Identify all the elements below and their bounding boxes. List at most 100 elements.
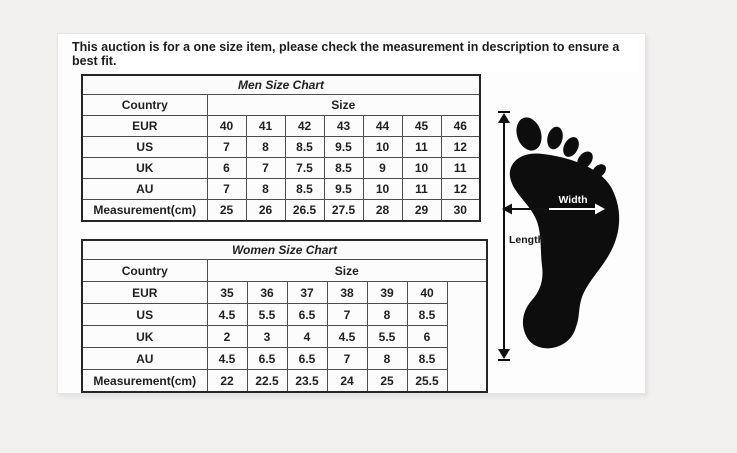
table-row: UK 2 3 4 4.5 5.5 6 (81, 325, 487, 348)
size-cell: 12 (440, 178, 481, 200)
row-label-uk: UK (81, 157, 208, 179)
empty-cell (446, 281, 488, 393)
row-label-au: AU (81, 178, 208, 200)
size-cell: 4 (286, 325, 328, 348)
table-row: Women Size Chart (81, 239, 488, 260)
size-cell: 7 (245, 157, 286, 179)
size-cell: 7 (206, 136, 247, 158)
row-label-eur: EUR (81, 281, 208, 304)
size-cell: 42 (284, 115, 325, 137)
size-cell: 11 (440, 157, 481, 179)
size-cell: 38 (326, 281, 368, 304)
size-cell: 25 (366, 369, 408, 393)
row-label-us: US (81, 136, 208, 158)
size-cell: 11 (401, 136, 442, 158)
content-panel: This auction is for a one size item, ple… (57, 33, 646, 394)
men-chart-title: Men Size Chart (81, 74, 481, 95)
size-cell: 10 (401, 157, 442, 179)
size-cell: 30 (440, 199, 481, 222)
size-cell: 8.5 (406, 303, 448, 326)
size-cell: 8.5 (284, 136, 325, 158)
women-chart-title: Women Size Chart (81, 239, 488, 260)
size-column-header: Size (206, 94, 481, 116)
size-cell: 44 (362, 115, 403, 137)
size-cell: 5.5 (246, 303, 288, 326)
size-cell: 24 (326, 369, 368, 393)
size-cell: 12 (440, 136, 481, 158)
length-label: Length (509, 234, 544, 246)
country-column-header: Country (81, 94, 208, 116)
size-cell: 4.5 (206, 347, 248, 370)
size-cell: 25.5 (406, 369, 448, 393)
size-cell: 25 (206, 199, 247, 222)
size-cell: 8 (366, 347, 408, 370)
men-size-chart-table: Men Size Chart Country Size EUR 40 41 42… (81, 74, 482, 222)
row-label-us: US (81, 303, 208, 326)
size-cell: 10 (362, 136, 403, 158)
size-cell: 3 (246, 325, 288, 348)
table-row: AU 4.5 6.5 6.5 7 8 8.5 (81, 347, 487, 370)
row-label-eur: EUR (81, 115, 208, 137)
size-cell: 8.5 (284, 178, 325, 200)
size-cell: 41 (245, 115, 286, 137)
size-cell: 9 (362, 157, 403, 179)
size-cell: 37 (286, 281, 328, 304)
size-cell: 6.5 (246, 347, 288, 370)
size-cell: 28 (362, 199, 403, 222)
size-cell: 8 (366, 303, 408, 326)
row-label-au: AU (81, 347, 208, 370)
table-row: Country Size (81, 259, 488, 282)
table-row: EUR 35 36 37 38 39 40 (81, 281, 488, 393)
notice-text: This auction is for a one size item, ple… (72, 38, 638, 72)
width-label: Width (558, 194, 587, 206)
size-cell: 6.5 (286, 347, 328, 370)
size-cell: 10 (362, 178, 403, 200)
size-cell: 46 (440, 115, 481, 137)
size-cell: 40 (406, 281, 448, 304)
foot-print-icon (509, 117, 620, 349)
size-cell: 5.5 (366, 325, 408, 348)
table-row: US 7 8 8.5 9.5 10 11 12 (81, 136, 481, 158)
size-cell: 35 (206, 281, 248, 304)
size-cell: 26 (245, 199, 286, 222)
table-row: EUR 40 41 42 43 44 45 46 (81, 115, 481, 137)
size-cell: 4.5 (326, 325, 368, 348)
row-label-uk: UK (81, 325, 208, 348)
size-cell: 9.5 (323, 178, 364, 200)
size-cell: 2 (206, 325, 248, 348)
size-cell: 6 (206, 157, 247, 179)
size-cell: 8 (245, 136, 286, 158)
size-cell: 8 (245, 178, 286, 200)
size-cell: 36 (246, 281, 288, 304)
size-cell: 39 (366, 281, 408, 304)
women-size-chart-table: Women Size Chart Country Size EUR 35 36 … (81, 239, 489, 393)
size-cell: 7 (326, 347, 368, 370)
row-label-measurement: Measurement(cm) (81, 199, 208, 222)
country-column-header: Country (81, 259, 208, 282)
width-arrow-icon (502, 203, 605, 215)
size-cell: 22 (206, 369, 248, 393)
size-column-header: Size (206, 259, 488, 282)
size-cell: 11 (401, 178, 442, 200)
row-label-measurement: Measurement(cm) (81, 369, 208, 393)
size-cell: 9.5 (323, 136, 364, 158)
size-cell: 43 (323, 115, 364, 137)
table-row: Measurement(cm) 22 22.5 23.5 24 25 25.5 (81, 369, 487, 393)
table-row: Country Size (81, 94, 481, 116)
length-arrow-icon (498, 111, 510, 361)
size-cell: 6 (406, 325, 448, 348)
foot-measurement-diagram: Length Width (495, 107, 655, 365)
size-cell: 8.5 (406, 347, 448, 370)
size-cell: 7.5 (284, 157, 325, 179)
size-cell: 22.5 (246, 369, 288, 393)
size-cell: 7 (326, 303, 368, 326)
size-cell: 45 (401, 115, 442, 137)
table-row: Men Size Chart (81, 74, 481, 95)
size-cell: 40 (206, 115, 247, 137)
table-row: UK 6 7 7.5 8.5 9 10 11 (81, 157, 481, 179)
table-row: US 4.5 5.5 6.5 7 8 8.5 (81, 303, 487, 326)
table-row: AU 7 8 8.5 9.5 10 11 12 (81, 178, 481, 200)
size-cell: 7 (206, 178, 247, 200)
size-cell: 27.5 (323, 199, 364, 222)
